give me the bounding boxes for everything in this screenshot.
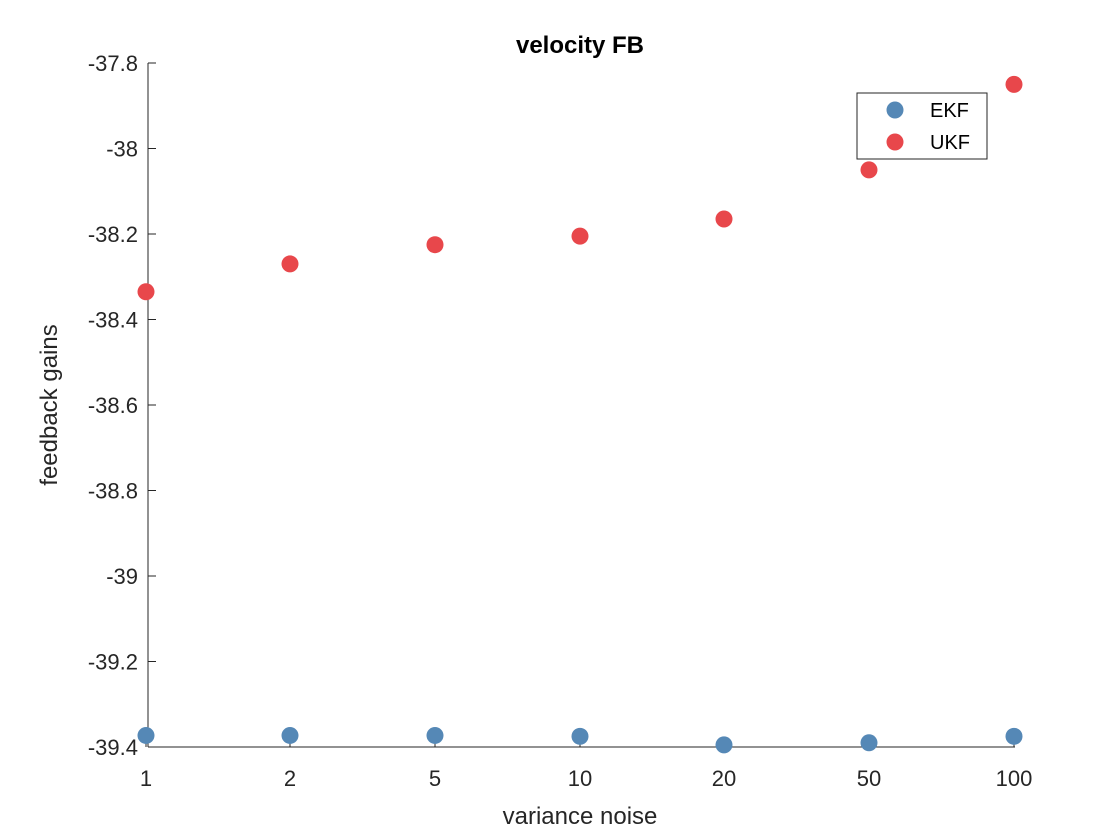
x-tick-label: 1: [140, 766, 152, 791]
point-ekf-1: [137, 726, 155, 744]
point-ukf-5: [426, 236, 444, 254]
point-ukf-50: [860, 161, 878, 179]
legend: EKF UKF: [856, 92, 988, 160]
y-tick-label: -38.8: [88, 479, 138, 504]
legend-label-ukf: UKF: [930, 132, 970, 154]
data-points: [137, 75, 1023, 754]
point-ekf-50: [860, 734, 878, 752]
y-axis-label: feedback gains: [36, 324, 63, 485]
point-ukf-10: [571, 227, 589, 245]
x-tick-label: 50: [857, 766, 881, 791]
x-ticks: 1 2 5 10 20 50 100: [140, 739, 1032, 791]
y-tick-label: -37.8: [88, 51, 138, 76]
legend-box: [856, 92, 988, 160]
y-tick-label: -38.4: [88, 308, 138, 333]
legend-label-ekf: EKF: [930, 100, 969, 122]
x-tick-label: 100: [996, 766, 1033, 791]
y-tick-label: -38: [106, 137, 138, 162]
chart-title: velocity FB: [516, 32, 644, 59]
point-ukf-1: [137, 283, 155, 301]
y-tick-label: -39: [106, 564, 138, 589]
axes: [147, 63, 1015, 748]
x-tick-label: 5: [429, 766, 441, 791]
x-tick-label: 10: [568, 766, 592, 791]
legend-marker-ekf: [886, 101, 904, 119]
x-tick-label: 20: [712, 766, 736, 791]
point-ukf-2: [281, 255, 299, 273]
point-ukf-100: [1005, 75, 1023, 93]
point-ekf-20: [715, 736, 733, 754]
y-tick-label: -39.4: [88, 735, 138, 760]
y-ticks: -37.8 -38 -38.2 -38.4 -38.6 -38.8 -39 -39.2 -39.…: [88, 51, 156, 760]
point-ekf-100: [1005, 727, 1023, 745]
x-axis-label: variance noise: [503, 803, 658, 830]
point-ukf-20: [715, 210, 733, 228]
point-ekf-5: [426, 726, 444, 744]
y-tick-label: -38.2: [88, 222, 138, 247]
point-ekf-10: [571, 727, 589, 745]
point-ekf-2: [281, 726, 299, 744]
y-tick-label: -39.2: [88, 650, 138, 675]
y-tick-label: -38.6: [88, 393, 138, 418]
x-tick-label: 2: [284, 766, 296, 791]
legend-marker-ukf: [886, 133, 904, 151]
